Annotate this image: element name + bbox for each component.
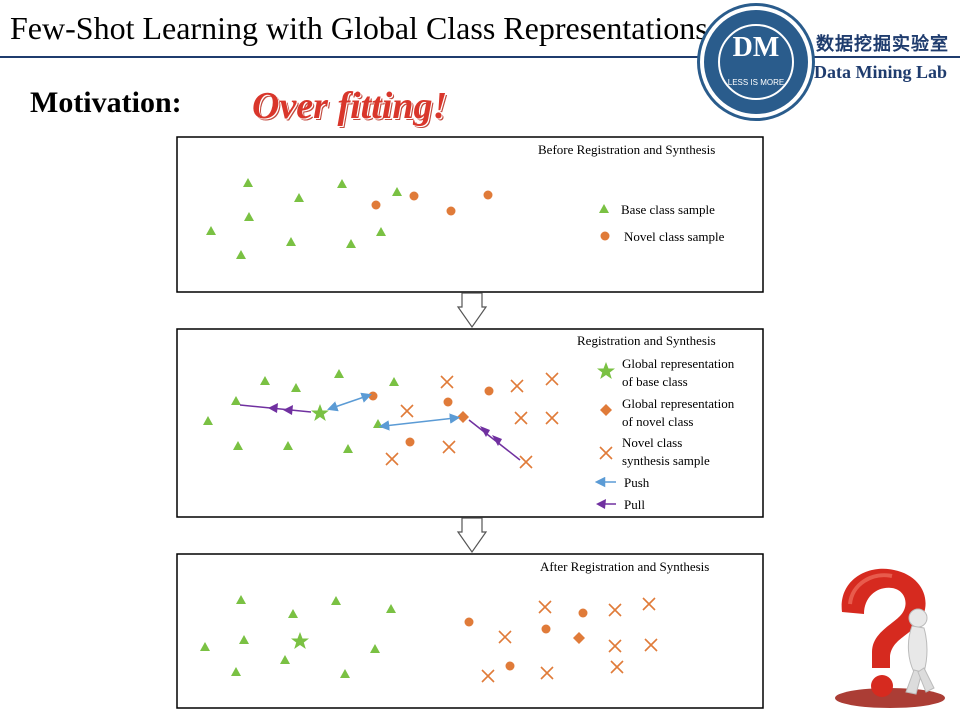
panel-after-title: After Registration and Synthesis: [540, 559, 709, 574]
novel-synthesis-samples-3: [481, 597, 658, 683]
down-arrow-icon: [456, 517, 488, 554]
novel-class-samples-3: [464, 608, 588, 671]
legend-synthesis-marker: [599, 446, 613, 460]
title-underline: [0, 56, 960, 58]
legend-global-novel-line1: Global representation: [622, 396, 735, 411]
legend-synthesis-line2: synthesis sample: [622, 453, 710, 468]
logo-text: DM: [732, 32, 780, 63]
legend-pull-label: Pull: [624, 497, 645, 512]
legend-base-label: Base class sample: [621, 202, 715, 217]
novel-class-samples-2: [368, 386, 494, 447]
legend-global-base-line1: Global representation: [622, 356, 735, 371]
novel-class-samples: [371, 190, 493, 216]
legend-global-novel-line2: of novel class: [622, 414, 693, 429]
legend-push-label: Push: [624, 475, 650, 490]
panel-after: [176, 553, 764, 709]
push-arrow: [327, 392, 372, 412]
base-class-samples: [206, 178, 402, 259]
legend-global-base-line2: of base class: [622, 374, 688, 389]
legend-base-marker: [599, 204, 609, 213]
down-arrow-icon: [456, 292, 488, 329]
logo-tagline: LESS IS MORE: [727, 78, 785, 87]
legend-global-base-marker: [597, 362, 615, 379]
slide-title: Few-Shot Learning with Global Class Repr…: [10, 10, 708, 46]
push-arrow: [378, 413, 461, 431]
question-mark-figure-icon: [835, 568, 945, 708]
novel-global-representation: [573, 632, 585, 644]
panel-registration-title: Registration and Synthesis: [577, 333, 716, 348]
lab-logo: DM LESS IS MORE: [700, 6, 812, 118]
panel-registration: [176, 328, 764, 518]
base-global-representation: [311, 404, 329, 421]
legend-novel-label: Novel class sample: [624, 229, 725, 244]
base-global-representation: [291, 632, 309, 649]
legend-global-novel-marker: [600, 404, 612, 416]
lab-name-en: Data Mining Lab: [814, 62, 948, 82]
logo-ring: [718, 24, 794, 100]
pull-arrows: [239, 403, 521, 461]
base-class-samples-2: [203, 369, 399, 453]
overfitting-callout: Over fitting!: [252, 85, 448, 127]
legend-synthesis-line1: Novel class: [622, 435, 682, 450]
panel-before: [176, 136, 764, 293]
panel-before-title: Before Registration and Synthesis: [538, 142, 715, 157]
novel-synthesis-samples: [385, 372, 559, 469]
legend-novel-marker: [600, 231, 610, 241]
novel-global-representation: [457, 411, 469, 423]
lab-name-cn: 数据挖掘实验室: [816, 34, 949, 55]
motivation-label: Motivation:: [30, 86, 182, 119]
legend-pull-marker: [596, 499, 606, 509]
base-class-samples-3: [200, 595, 396, 678]
